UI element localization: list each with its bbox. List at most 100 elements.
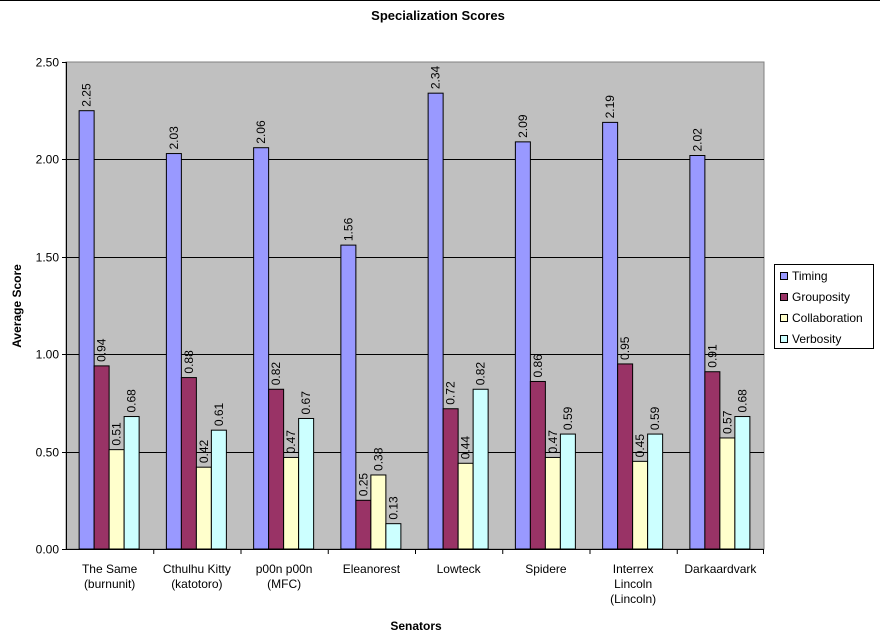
x-category-label-line: Spidere — [525, 562, 567, 576]
x-category-label-line: Cthulhu Kitty — [163, 562, 231, 576]
legend-box — [774, 264, 874, 349]
x-category-label-line: (Lincoln) — [610, 592, 656, 606]
x-category-label-line: Interrex — [613, 562, 654, 576]
legend-label-grouposity: Grouposity — [792, 290, 850, 304]
bar-grouposity — [268, 388, 285, 550]
bar-timing — [602, 121, 619, 550]
y-tick-label: 1.00 — [36, 348, 60, 362]
x-category-label-line: (katotoro) — [171, 577, 222, 591]
axes — [62, 62, 764, 554]
bar-verbosity — [210, 429, 227, 550]
x-category-label: Interrex Lincoln (Lincoln) — [610, 562, 656, 606]
data-label: 0.59 — [648, 406, 662, 430]
y-axis-title: Average Score — [10, 264, 24, 348]
y-tick-label: 2.00 — [36, 153, 60, 167]
y-tick-label: 0.50 — [36, 446, 60, 460]
x-category-label: Eleanorest — [343, 562, 401, 576]
x-category-label-line: p00n p00n — [256, 562, 313, 576]
data-label: 0.61 — [212, 402, 226, 426]
bar-collaboration — [195, 466, 212, 550]
data-label: 0.38 — [371, 447, 385, 471]
data-label: 0.72 — [444, 381, 458, 405]
legend: Timing Grouposity Collaboration Verbosity — [774, 264, 874, 349]
data-label: 2.03 — [167, 126, 181, 150]
bar-collaboration — [457, 462, 474, 550]
bar-verbosity — [472, 388, 489, 550]
x-category-label-line: (MFC) — [267, 577, 301, 591]
x-category-label: Darkaardvark — [684, 562, 757, 576]
data-label: 0.91 — [705, 344, 719, 368]
bar-grouposity — [442, 408, 459, 550]
data-label: 0.95 — [618, 336, 632, 360]
bar-collaboration — [108, 449, 125, 550]
bar-grouposity — [617, 363, 634, 550]
data-labels: 2.250.940.510.682.030.880.420.612.060.82… — [80, 65, 750, 519]
x-category-label: Cthulhu Kitty (katotoro) — [163, 562, 231, 591]
bar-verbosity — [385, 523, 402, 550]
data-label: 0.88 — [182, 350, 196, 374]
bar-collaboration — [370, 474, 387, 550]
data-label: 0.44 — [459, 436, 473, 460]
bar-collaboration — [544, 456, 561, 550]
data-label: 0.68 — [125, 389, 139, 413]
data-label: 2.09 — [516, 114, 530, 138]
data-label: 0.47 — [546, 430, 560, 454]
x-category-label-line: Darkaardvark — [684, 562, 757, 576]
legend-swatch-grouposity — [780, 293, 788, 301]
legend-swatch-verbosity — [780, 335, 788, 343]
bar-timing — [253, 147, 270, 550]
chart-title: Specialization Scores — [371, 8, 505, 23]
data-label: 0.42 — [197, 440, 211, 464]
legend-swatch-timing — [780, 272, 788, 280]
data-label: 0.45 — [633, 434, 647, 458]
x-category-labels: The Same (burnunit) Cthulhu Kitty (katotoro… — [82, 562, 757, 606]
x-category-label-line: Lowteck — [437, 562, 482, 576]
bars — [78, 92, 751, 550]
data-label: 0.59 — [561, 406, 575, 430]
bar-timing — [340, 244, 357, 550]
data-label: 0.68 — [735, 389, 749, 413]
data-label: 0.47 — [284, 430, 298, 454]
legend-label-collaboration: Collaboration — [792, 311, 863, 325]
bar-grouposity — [180, 377, 197, 550]
x-category-label-line: (burnunit) — [84, 577, 135, 591]
bar-timing — [514, 141, 531, 550]
legend-swatch-collaboration — [780, 314, 788, 322]
data-label: 0.94 — [95, 338, 109, 362]
x-category-label-line: The Same — [82, 562, 138, 576]
y-tick-label: 0.00 — [36, 543, 60, 557]
data-label: 2.19 — [603, 95, 617, 119]
bar-grouposity — [93, 365, 110, 550]
bar-verbosity — [647, 433, 664, 550]
y-tick-label: 2.50 — [36, 56, 60, 70]
y-tick-labels: 0.00 0.50 1.00 1.50 2.00 2.50 — [36, 56, 60, 557]
data-label: 0.57 — [720, 410, 734, 434]
bar-collaboration — [283, 456, 300, 550]
legend-label-timing: Timing — [792, 269, 828, 283]
data-label: 2.34 — [429, 65, 443, 89]
bar-verbosity — [298, 417, 315, 550]
bar-grouposity — [529, 380, 546, 550]
bar-grouposity — [704, 371, 721, 550]
x-category-label: Lowteck — [437, 562, 482, 576]
x-category-label: Spidere — [525, 562, 567, 576]
data-label: 0.82 — [474, 362, 488, 386]
data-label: 2.25 — [80, 83, 94, 107]
bar-timing — [427, 92, 444, 550]
bar-timing — [78, 110, 95, 550]
data-label: 2.02 — [690, 128, 704, 152]
legend-label-verbosity: Verbosity — [792, 332, 841, 346]
y-tick-label: 1.50 — [36, 251, 60, 265]
data-label: 2.06 — [254, 120, 268, 144]
x-category-label: The Same (burnunit) — [82, 562, 138, 591]
data-label: 0.82 — [269, 362, 283, 386]
data-label: 0.67 — [299, 391, 313, 415]
bar-verbosity — [559, 433, 576, 550]
x-axis-title: Senators — [390, 619, 442, 633]
x-category-label-line: Lincoln — [614, 577, 652, 591]
data-label: 0.25 — [356, 473, 370, 497]
bar-collaboration — [719, 437, 736, 550]
x-category-label: p00n p00n (MFC) — [256, 562, 313, 591]
bar-timing — [689, 155, 706, 550]
